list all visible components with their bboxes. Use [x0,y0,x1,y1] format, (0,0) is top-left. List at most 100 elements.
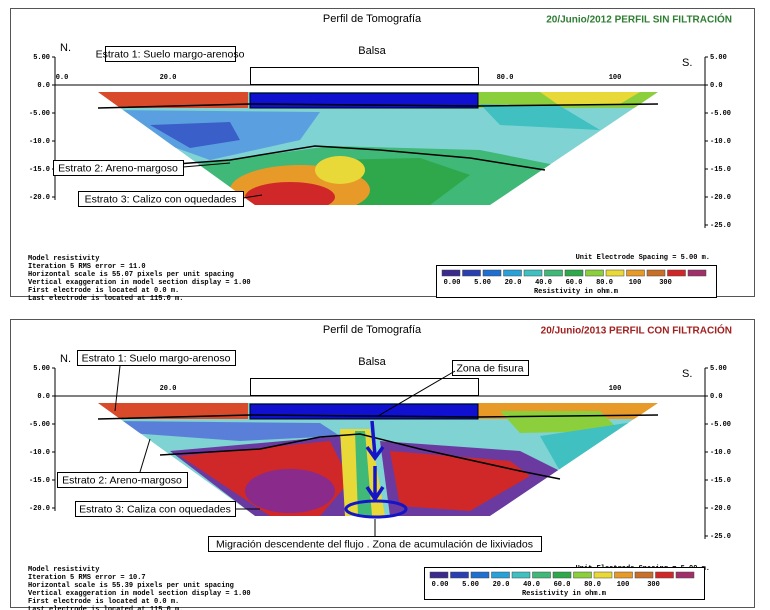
info-line: Last electrode is located at 115.0 m. [28,606,183,610]
legend-label: 5.00 [462,581,479,589]
resistivity-zone [98,403,248,419]
stratum-boundary [97,414,659,420]
resistivity-zone [150,122,240,148]
y-tick-label: -25.0 [710,222,731,230]
legend-swatch [585,269,604,277]
flow-arrow [365,420,385,503]
panel-title: Perfil de Tomografía [323,324,422,336]
y-tick-label: -10.0 [710,449,731,457]
pond-box [250,67,479,85]
panel-subtitle: 20/Junio/2013 PERFIL CON FILTRACIÓN [541,324,732,337]
legend-label: 0.00 [432,581,449,589]
legend-label: 100 [629,279,642,287]
legend-label: 5.00 [474,279,491,287]
x-tick-label: 20.0 [160,74,177,82]
y-tick-label: 5.00 [710,54,727,62]
resistivity-zone [315,156,365,184]
stratum-boundary [149,145,546,171]
legend-swatch [634,571,654,579]
info-line: Horizontal scale is 55.39 pixels per uni… [28,582,234,590]
legend-swatch [552,571,572,579]
legend-label: 40.0 [523,581,540,589]
leader [182,162,231,168]
y-tick-label: -20.0 [710,194,731,202]
legend-title: Resistivity in ohm.m [534,288,618,296]
legend-swatch [614,571,633,579]
legend-label: 60.0 [554,581,571,589]
resistivity-zone [245,469,335,513]
legend-label: 60.0 [566,279,583,287]
leader [242,194,263,199]
legend-swatch [462,269,481,277]
y-tick-label: -5.00 [710,421,731,429]
info-line: Model resistivity [28,255,100,263]
y-tick-label: 0.0 [37,82,50,90]
x-tick-label: 0.0 [56,74,69,82]
panel: Perfil de Tomografía 20/Junio/2012 PERFIL… [10,8,755,303]
x-tick-label: 80.0 [497,74,514,82]
y-tick-label: 0.0 [710,393,723,401]
annotation: Migración descendente del flujo . Zona d… [216,538,533,550]
section [98,92,658,205]
legend-swatch [667,269,686,277]
stratum-boundary [97,103,659,109]
annotation-box [77,350,236,366]
south-label: S. [682,368,692,380]
y-tick-label: -5.00 [29,110,50,118]
info-line: Vertical exaggeration in model section d… [28,279,251,287]
leader [377,370,456,417]
leader [114,365,121,412]
legend-label: 20.0 [493,581,510,589]
pond-label: Balsa [358,45,386,57]
info-line: Iteration 5 RMS error = 11.0 [28,263,146,271]
legend-swatch [573,571,592,579]
legend-label: 80.0 [596,279,613,287]
legend-label: 0.00 [444,279,461,287]
legend-label: 20.0 [505,279,522,287]
y-tick-label: 0.0 [710,82,723,90]
y-tick-label: 5.00 [33,365,50,373]
legend-swatch [646,269,666,277]
legend-swatch [675,571,695,579]
legend-label: 80.0 [584,581,601,589]
y-tick-label: -10.0 [710,138,731,146]
y-tick-label: 0.0 [37,393,50,401]
legend-swatch [626,269,645,277]
legend-label: 40.0 [535,279,552,287]
accumulation-zone [344,499,408,519]
x-tick-label: 100 [609,385,622,393]
legend-swatch [532,571,551,579]
legend-label: 100 [617,581,630,589]
y-tick-label: -10.0 [29,449,50,457]
legend-swatch [450,571,469,579]
resistivity-zone [245,182,335,205]
resistivity-zone [110,421,340,441]
resistivity-zone [540,92,640,106]
y-tick-label: 5.00 [710,365,727,373]
annotation-box [105,46,236,62]
legend-label: 300 [647,581,660,589]
y-tick-label: -15.0 [29,477,50,485]
annotation-box [53,160,184,176]
resistivity-zone [355,431,372,516]
legend-swatch [482,269,502,277]
annotation: Zona de fisura [456,362,523,374]
legend-swatch [593,571,613,579]
annotation: Estrato 1: Suelo margo-arenoso [96,48,245,60]
legend-swatch [470,571,490,579]
legend-swatch [491,571,510,579]
legend-swatch [564,269,584,277]
north-label: N. [60,353,71,365]
annotation-box [57,472,188,488]
north-label: N. [60,42,71,54]
info-line: First electrode is located at 0.0 m. [28,598,179,606]
x-tick-label: 20.0 [160,385,177,393]
legend-swatch [503,269,522,277]
annotation: Estrato 1: Suelo margo-arenoso [82,352,231,364]
pond-label: Balsa [358,356,386,368]
resistivity-zone [480,104,600,130]
panel-title: Perfil de Tomografía [323,13,422,25]
electrode-spacing: Unit Electrode Spacing = 5.00 m. [576,254,710,262]
info-line: Model resistivity [28,566,100,574]
info-line: Last electrode is located at 115.0 m. [28,295,183,303]
